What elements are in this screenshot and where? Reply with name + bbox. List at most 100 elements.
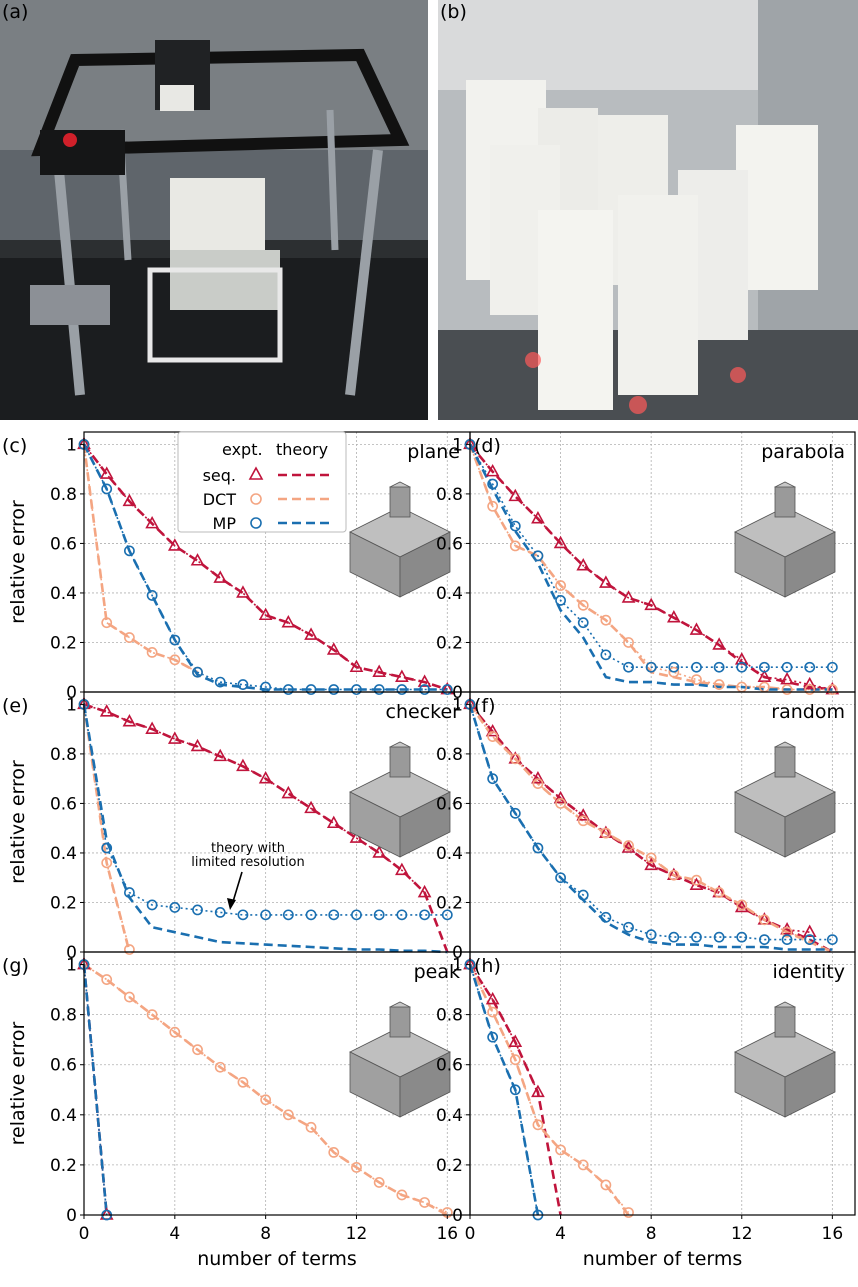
y-tick-label: 1: [452, 695, 463, 715]
data-point-MP: [487, 773, 499, 785]
data-point-MP: [691, 931, 702, 943]
expt-line-MP: [469, 444, 833, 668]
data-point-DCT: [691, 874, 702, 886]
data-point-MP: [237, 909, 249, 921]
x-tick-label: 0: [79, 1224, 90, 1244]
y-tick-label: 0.2: [50, 1156, 77, 1176]
data-point-MP: [691, 661, 702, 673]
data-point-DCT: [101, 974, 113, 985]
data-point-seq: [712, 637, 726, 650]
data-point-seq: [258, 771, 273, 784]
annotation-line-2: limited resolution: [191, 855, 305, 870]
legend-header-expt: expt.: [222, 440, 263, 459]
panel-label: (h): [474, 955, 501, 977]
data-point-seq: [531, 771, 545, 784]
y-tick-label: 1: [66, 435, 77, 455]
x-axis-label: number of terms: [197, 1248, 357, 1270]
block-right-face: [399, 531, 451, 598]
data-point-MP: [214, 676, 226, 688]
data-point-DCT: [781, 926, 793, 938]
y-axis-label: relative error: [7, 1021, 29, 1145]
data-point-MP: [124, 545, 135, 557]
data-point-DCT: [623, 840, 634, 851]
data-point-MP: [577, 889, 589, 901]
annotation-line-1: theory with: [211, 841, 285, 856]
y-tick-label: 0: [66, 1206, 77, 1226]
data-point-MP: [305, 909, 317, 921]
y-tick-label: 0.4: [436, 584, 463, 604]
panel-title: checker: [386, 701, 461, 723]
panel-label: (c): [2, 435, 27, 457]
data-point-DCT: [555, 580, 566, 591]
block-inset-icon: [349, 481, 451, 598]
data-point-seq: [190, 553, 205, 566]
data-point-DCT: [169, 654, 181, 666]
data-point-MP: [192, 666, 203, 678]
y-tick-label: 0: [452, 683, 463, 703]
data-point-seq: [531, 511, 545, 524]
expt-line-MP: [83, 704, 448, 916]
data-point-seq: [576, 808, 591, 821]
theory-line-MP: [468, 443, 833, 691]
y-tick-label: 0.6: [50, 794, 77, 814]
panel-label: (g): [2, 955, 29, 977]
photo-a-gantry-machine: [0, 0, 428, 420]
block-peak-column: [774, 1006, 796, 1038]
data-point-MP: [396, 909, 408, 921]
data-point-DCT: [124, 632, 135, 643]
block-inset-icon: [734, 741, 836, 858]
data-point-MP: [509, 807, 521, 819]
data-point-MP: [487, 478, 499, 490]
data-point-seq: [666, 610, 681, 623]
data-point-MP: [237, 679, 249, 690]
y-tick-label: 0.4: [436, 1106, 463, 1126]
data-point-DCT: [600, 827, 612, 839]
data-point-MP: [373, 684, 385, 695]
legend-label: DCT: [203, 490, 236, 509]
y-tick-label: 0.2: [436, 893, 463, 913]
data-point-MP: [169, 634, 181, 646]
data-point-MP: [600, 649, 612, 661]
data-point-seq: [99, 466, 114, 479]
y-tick-label: 1: [66, 956, 77, 976]
data-point-seq: [304, 800, 318, 814]
panel-title: peak: [414, 961, 460, 983]
data-point-DCT: [600, 614, 612, 626]
data-point-MP: [623, 921, 634, 933]
data-point-MP: [532, 842, 544, 854]
expt-line-MP: [83, 964, 108, 1216]
panel-h: 0 0.2 0.4 0.6 0.8 1 0 4 8 12 16 number of terms (h) i…: [436, 951, 856, 1270]
panel-label: (f): [474, 695, 496, 717]
data-point-DCT: [509, 540, 521, 552]
data-point-DCT: [487, 500, 499, 512]
theory-line-MP: [468, 964, 540, 1216]
y-tick-label: 1: [452, 956, 463, 976]
data-point-MP: [441, 909, 453, 921]
y-tick-label: 0.8: [436, 485, 463, 505]
block-peak-column: [389, 1006, 411, 1038]
data-point-seq: [553, 535, 568, 549]
data-point-MP: [328, 909, 340, 921]
data-point-seq: [122, 493, 137, 507]
data-point-seq: [553, 790, 568, 804]
data-point-seq: [417, 884, 432, 898]
data-point-DCT: [214, 1061, 226, 1073]
data-point-MP: [305, 684, 317, 695]
data-point-MP: [419, 684, 430, 695]
block-right-face: [399, 791, 451, 858]
y-tick-label: 0.6: [436, 534, 463, 554]
photo-b-label: (b): [440, 1, 467, 23]
y-tick-label: 0.2: [50, 893, 77, 913]
data-point-MP: [396, 684, 408, 695]
data-point-DCT: [623, 1207, 634, 1218]
data-point-DCT: [713, 679, 725, 690]
data-point-seq: [304, 627, 318, 640]
data-point-DCT: [532, 778, 544, 790]
data-point-DCT: [487, 731, 499, 742]
y-tick-label: 0.6: [436, 794, 463, 814]
data-point-MP: [214, 906, 226, 918]
data-point-DCT: [260, 1094, 272, 1106]
data-point-seq: [417, 674, 432, 687]
data-point-DCT: [419, 1197, 430, 1208]
y-tick-label: 0.4: [436, 844, 463, 864]
